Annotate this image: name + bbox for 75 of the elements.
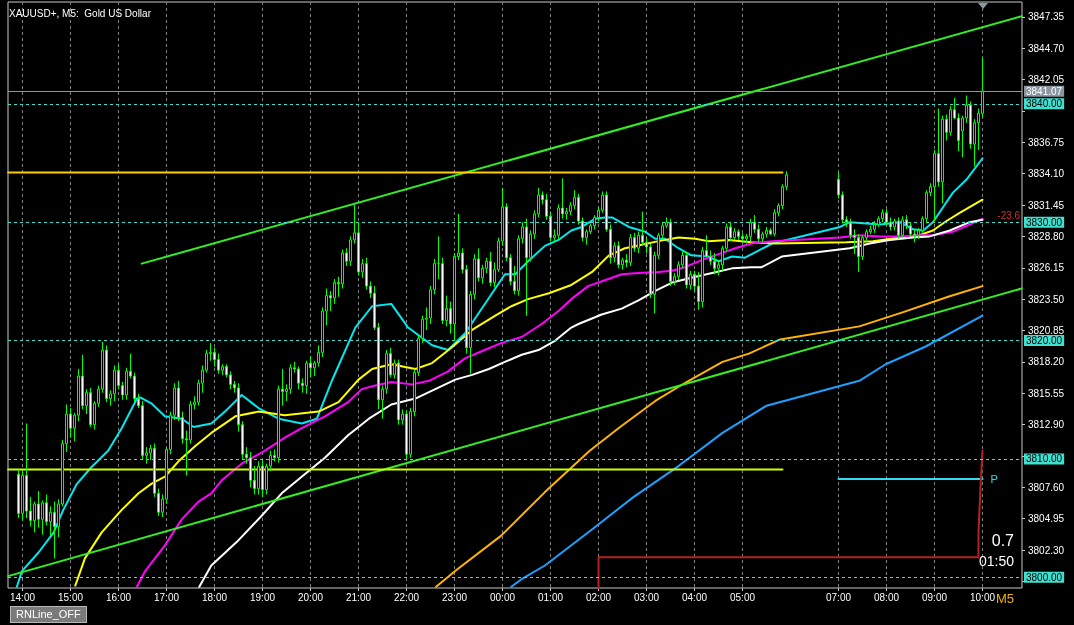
x-tick-label: 16:00: [105, 591, 132, 603]
x-tick-label: 19:00: [249, 591, 276, 603]
x-tick-label: 15:00: [57, 591, 84, 603]
ref-line-label: 3830.00: [1026, 216, 1063, 228]
candlestick: [741, 232, 744, 243]
y-tick-label: 3831.45: [1028, 199, 1065, 211]
ref-line-label: 3841.07: [1026, 85, 1063, 97]
x-tick-label: 14:00: [9, 591, 36, 603]
candlestick: [685, 251, 688, 289]
x-tick-label: 20:00: [297, 591, 324, 603]
candlestick: [873, 220, 876, 234]
ref-line-label: 3800.00: [1026, 571, 1063, 583]
y-tick-label: 3836.75: [1028, 136, 1065, 148]
candlestick: [405, 409, 408, 460]
candlestick: [53, 501, 56, 559]
y-tick-label: 3828.80: [1028, 230, 1065, 242]
candlestick: [885, 208, 888, 227]
ref-line-label: 3820.00: [1026, 335, 1063, 347]
candlestick: [881, 208, 884, 223]
x-tick-label: 01:00: [537, 591, 564, 603]
text: M5: [995, 591, 1014, 606]
x-tick-label: 00:00: [489, 591, 516, 603]
y-tick-label: 3820.85: [1028, 325, 1065, 337]
x-tick-label: 02:00: [585, 591, 612, 603]
y-tick-label: 3807.60: [1028, 481, 1065, 493]
x-tick-label: 22:00: [393, 591, 420, 603]
y-tick-label: 3818.20: [1028, 356, 1065, 368]
annotation: 01:50: [978, 553, 1015, 569]
candlestick: [629, 233, 632, 267]
candlestick: [397, 359, 400, 426]
x-tick-label: 05:00: [729, 591, 756, 603]
candlestick: [17, 469, 20, 519]
candlestick: [737, 228, 740, 241]
candlestick: [901, 215, 904, 239]
candlestick: [113, 364, 116, 402]
x-tick-label: 08:00: [873, 591, 900, 603]
y-tick-label: 3826.15: [1028, 262, 1065, 274]
y-tick-label: 3842.05: [1028, 74, 1065, 86]
x-tick-label: 07:00: [825, 591, 852, 603]
candlestick: [89, 387, 92, 428]
candlestick: [261, 459, 264, 498]
x-tick-label: 03:00: [633, 591, 660, 603]
candlestick: [525, 218, 528, 317]
annotation: -23.6: [997, 209, 1021, 221]
y-tick-label: 3823.50: [1028, 293, 1065, 305]
text: XAUUSD+, M5: Gold US Dollar: [9, 7, 152, 19]
candlestick: [749, 218, 752, 242]
annotation: 0.7: [991, 531, 1015, 549]
y-tick-label: 3844.70: [1028, 42, 1065, 54]
candlestick: [257, 460, 260, 495]
y-tick-label: 3812.90: [1028, 419, 1065, 431]
candlestick: [617, 240, 620, 269]
ref-line-label: 3810.00: [1026, 453, 1063, 465]
candlestick: [297, 366, 300, 390]
x-tick-label: 17:00: [153, 591, 180, 603]
y-tick-label: 3815.55: [1028, 387, 1065, 399]
x-tick-label: 10:00: [969, 591, 996, 603]
candlestick: [857, 233, 860, 273]
x-tick-label: 21:00: [345, 591, 372, 603]
x-tick-label: 09:00: [921, 591, 948, 603]
candlestick: [305, 360, 308, 395]
series-label: P: [990, 473, 998, 486]
y-tick-label: 3802.30: [1028, 544, 1065, 556]
x-tick-label: 18:00: [201, 591, 228, 603]
candlestick: [105, 344, 108, 403]
button: RNLine_OFF: [10, 606, 87, 623]
x-tick-label: 23:00: [441, 591, 468, 603]
candlestick: [713, 252, 716, 275]
x-tick-label: 04:00: [681, 591, 708, 603]
y-tick-label: 3834.10: [1028, 168, 1065, 180]
ref-line-label: 3840.00: [1026, 98, 1063, 110]
candlestick: [765, 226, 768, 239]
y-tick-label: 3804.95: [1028, 513, 1065, 525]
candlestick: [489, 251, 492, 287]
y-tick-label: 3847.35: [1028, 11, 1065, 23]
